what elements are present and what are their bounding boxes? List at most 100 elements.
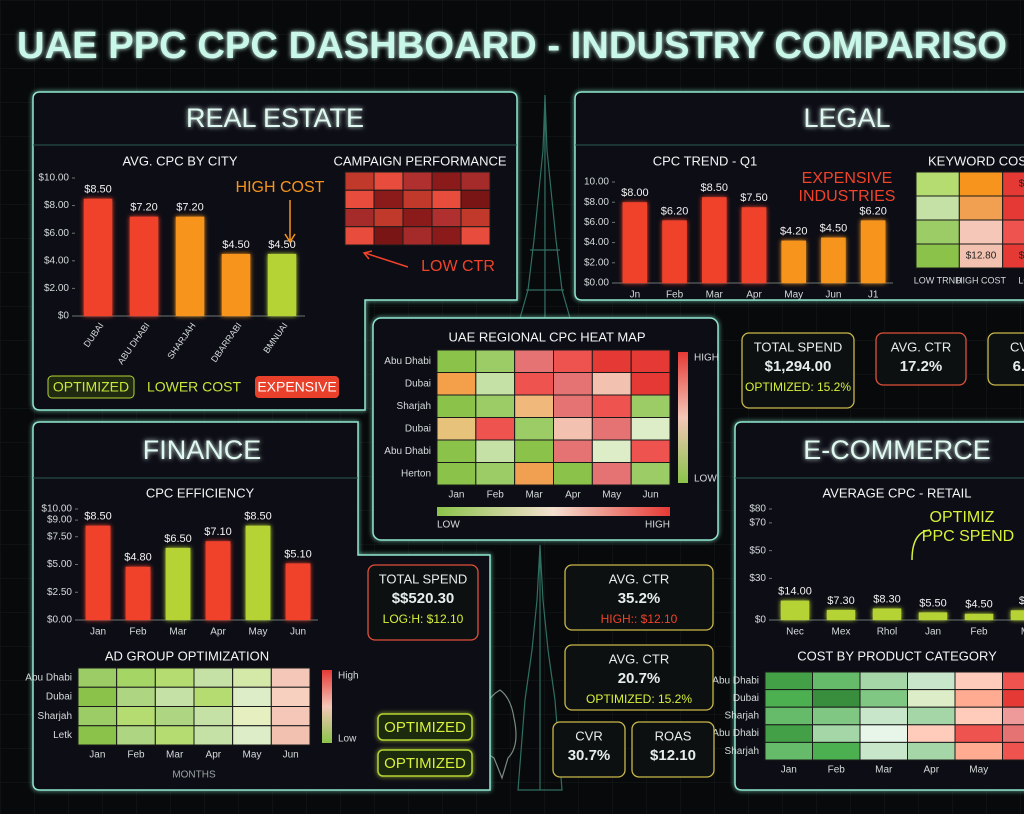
row-label: Dubai <box>733 693 759 704</box>
kpi-card <box>564 644 714 711</box>
y-tick-label: $7.50 <box>47 531 72 542</box>
heat-cell <box>431 226 462 246</box>
value-label: $6.20 <box>859 205 887 217</box>
value-label: $6.50 <box>164 533 192 545</box>
chart-title: COST BY PRODUCT CATEGORY <box>797 648 997 663</box>
bar <box>175 216 205 316</box>
heat-cell <box>907 671 956 691</box>
heat-cell <box>859 724 908 743</box>
heat-cell <box>630 439 671 463</box>
value-label: $7.20 <box>130 202 158 214</box>
y-tick-label: $10.00 <box>38 173 69 184</box>
row-label: Abu Dhabi <box>25 672 72 683</box>
x-tick-label: Feb <box>127 750 145 761</box>
heat-cell <box>907 706 956 726</box>
bar <box>1010 610 1024 620</box>
kpi-value: 20.7% <box>618 670 661 687</box>
badge <box>47 375 135 399</box>
heat-cell <box>475 372 516 396</box>
y-tick-label: $0 <box>755 615 767 626</box>
heat-cell <box>270 667 311 688</box>
kpi-value: 6.3 <box>1013 358 1024 375</box>
kpi-label: CVR <box>575 728 602 743</box>
x-tick-label: May <box>602 490 621 501</box>
heat-cell <box>514 462 555 486</box>
heat-cell <box>954 741 1003 761</box>
x-tick-label: Rhol <box>877 627 898 638</box>
y-tick-label: $2.50 <box>47 587 72 598</box>
row-label: Sharjah <box>397 401 431 412</box>
value-label: $5.10 <box>284 548 312 560</box>
x-tick-label: HIGH COST <box>956 275 1007 285</box>
bar <box>129 216 159 316</box>
bar <box>701 197 727 283</box>
heat-cell <box>514 394 555 418</box>
bar <box>221 253 251 316</box>
heat-cell <box>436 439 477 463</box>
kpi-card <box>552 721 626 778</box>
bar <box>860 220 886 283</box>
value-label: $4.50 <box>222 239 250 251</box>
heat-cell <box>1002 171 1024 197</box>
heat-cell <box>812 689 861 708</box>
x-tick-label: Jan <box>925 627 941 638</box>
panel-title: E-COMMERCE <box>803 435 991 465</box>
heat-cell <box>764 689 813 708</box>
heat-cell <box>630 462 671 486</box>
scale-label: High <box>338 671 359 682</box>
annotation: LOW CTR <box>421 258 495 275</box>
heat-cell <box>373 171 404 191</box>
heat-cell <box>154 667 195 688</box>
heat-cell <box>193 706 234 727</box>
x-tick-label: Apr <box>923 765 939 776</box>
heat-cell <box>764 724 813 743</box>
y-tick-label: $30 <box>749 573 766 584</box>
bar <box>83 198 113 316</box>
button-label: OPTIMIZED <box>384 719 466 736</box>
heat-cell <box>270 706 311 727</box>
value-label: $8.50 <box>244 511 272 523</box>
x-tick-label: Feb <box>487 490 505 501</box>
value-label: $4.80 <box>124 552 152 564</box>
x-tick-label: Feb <box>666 290 684 301</box>
heat-cell <box>859 689 908 708</box>
value-label: $4.50 <box>820 222 848 234</box>
kpi-value: 17.2% <box>900 358 943 375</box>
heat-cell <box>1002 689 1024 708</box>
y-tick-label: $2.00 <box>44 283 69 294</box>
kpi-label: AVG. CTR <box>609 571 669 586</box>
bar <box>622 202 648 283</box>
scale-bar <box>678 352 688 483</box>
kpi-value: 35.2% <box>618 590 661 607</box>
row-label: Sharjah <box>725 746 759 757</box>
y-tick-label: $8.00 <box>44 200 69 211</box>
bar <box>85 525 111 620</box>
value-label: $6.20 <box>661 205 689 217</box>
heat-cell <box>958 195 1004 221</box>
x-tick-label: Jn <box>630 290 641 301</box>
tower-outline <box>517 544 563 791</box>
heat-cell <box>270 686 311 707</box>
bar <box>662 220 687 283</box>
bar <box>205 541 231 620</box>
x-tick-label: Mar <box>706 290 724 301</box>
heat-cell <box>436 372 477 396</box>
x-tick-label: Mex <box>832 627 851 638</box>
bar <box>165 547 191 620</box>
row-label: Dubai <box>405 378 431 389</box>
optimized-button[interactable] <box>377 749 473 777</box>
bar <box>826 609 856 620</box>
heat-cell <box>1002 243 1024 269</box>
annotation-arrow <box>911 529 931 561</box>
badge-label: EXPENSIVE <box>257 379 336 395</box>
chart-title: UAE REGIONAL CPC HEAT MAP <box>449 329 646 344</box>
heat-cell <box>270 725 311 746</box>
optimized-button[interactable] <box>377 713 473 741</box>
kpi-value: 30.7% <box>568 747 611 764</box>
heat-cell <box>77 686 118 707</box>
kpi-card <box>987 332 1024 386</box>
heat-cell <box>77 706 118 727</box>
x-tick-label: May <box>784 290 803 301</box>
badge-label: LOWER COST <box>147 379 242 395</box>
heat-cell <box>1002 195 1024 221</box>
